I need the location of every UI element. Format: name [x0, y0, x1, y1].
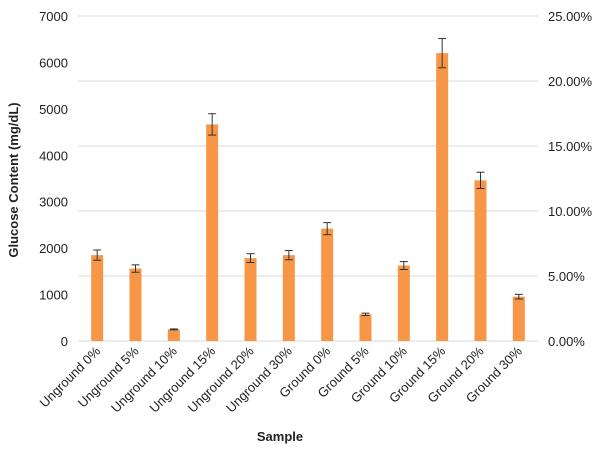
bar [512, 296, 525, 341]
y2-axis-ticks: 0.00% 5.00% 10.00% 15.00% 20.00% 25.00% [548, 9, 593, 349]
bar [167, 329, 180, 341]
y-tick-label: 0 [61, 334, 68, 349]
y2-tick-label: 5.00% [548, 269, 585, 284]
y-tick-label: 5000 [39, 102, 68, 117]
y2-tick-label: 0.00% [548, 334, 585, 349]
bar [397, 265, 410, 341]
bars [91, 38, 525, 342]
y2-tick-label: 10.00% [548, 204, 593, 219]
x-axis-label: Sample [257, 429, 303, 444]
bar [359, 314, 372, 341]
bar [91, 255, 104, 341]
y2-tick-label: 15.00% [548, 139, 593, 154]
y-tick-label: 7000 [39, 9, 68, 24]
bar [244, 258, 257, 341]
y2-tick-label: 20.00% [548, 74, 593, 89]
y-tick-label: 2000 [39, 241, 68, 256]
bar [436, 53, 449, 342]
bar [206, 124, 219, 342]
bar [321, 228, 334, 341]
y-tick-label: 1000 [39, 288, 68, 303]
x-tick-label: Unground 10% [108, 343, 180, 415]
bar [129, 268, 142, 341]
y-axis-label: Glucose Content (mg/dL) [6, 102, 21, 257]
bar [282, 255, 295, 341]
x-tick-label: Unground 15% [146, 343, 218, 415]
x-tick-label: Unground 20% [185, 343, 257, 415]
y2-tick-label: 25.00% [548, 9, 593, 24]
y-tick-label: 4000 [39, 148, 68, 163]
y-tick-label: 3000 [39, 195, 68, 210]
bar [474, 180, 487, 341]
y-tick-label: 6000 [39, 55, 68, 70]
y-axis-ticks: 0 1000 2000 3000 4000 5000 6000 7000 [39, 9, 68, 349]
x-tick-label: Unground 30% [223, 343, 295, 415]
gridlines [78, 15, 538, 342]
x-axis-ticks: Unground 0%Unground 5%Unground 10%Ungrou… [36, 343, 525, 415]
